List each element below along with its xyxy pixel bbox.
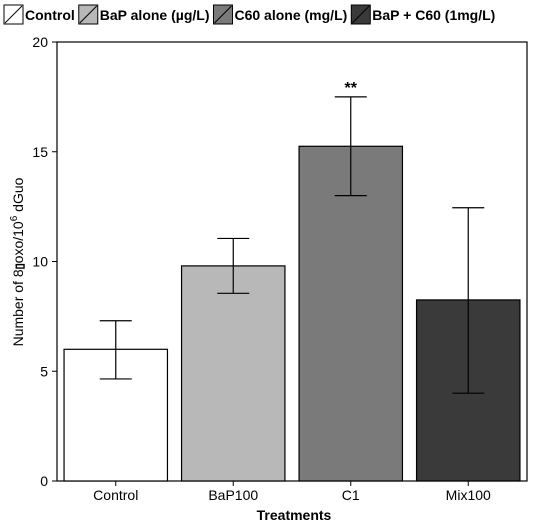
legend-swatch-slash (79, 5, 98, 24)
y-tick-label: 15 (32, 144, 48, 160)
bar-bap100 (180, 265, 286, 482)
legend-entry: BaP alone (µg/L) (78, 4, 210, 25)
legend-entry: Control (3, 4, 75, 25)
significance-annotation: ** (345, 80, 358, 97)
annotations: ** (345, 80, 358, 97)
legend-label: BaP alone (µg/L) (100, 7, 210, 23)
legend-swatch-slash (4, 5, 23, 24)
legend-label: C60 alone (mg/L) (234, 7, 347, 23)
error-bars (99, 96, 485, 394)
x-tick-label: BaP100 (208, 487, 258, 503)
y-axis-title: Number of 8▯oxo/106 dGuo (9, 177, 26, 346)
bars (63, 145, 521, 482)
y-tick-label: 5 (40, 363, 48, 379)
legend-swatch-slash (214, 5, 232, 24)
legend-entry: C60 alone (mg/L) (212, 4, 347, 25)
y-axis: 0 5 10 15 20 (32, 34, 57, 489)
x-tick-label: Control (93, 487, 138, 503)
x-tick-label: C1 (342, 487, 360, 503)
legend-label: Control (25, 7, 75, 23)
x-axis: Control BaP100 C1 Mix100 (93, 481, 491, 503)
legend-entry: BaP + C60 (1mg/L) (350, 4, 495, 25)
x-tick-label: Mix100 (446, 487, 491, 503)
legend: Control BaP alone (µg/L) C60 alone (mg/L) B… (3, 4, 495, 25)
y-tick-label: 0 (40, 473, 48, 489)
y-tick-label: 10 (32, 254, 48, 270)
x-axis-title: Treatments (257, 507, 332, 523)
legend-swatch-slash (351, 5, 370, 24)
legend-label: BaP + C60 (1mg/L) (372, 7, 495, 23)
bar-c1 (298, 145, 404, 482)
y-tick-label: 20 (32, 34, 48, 50)
